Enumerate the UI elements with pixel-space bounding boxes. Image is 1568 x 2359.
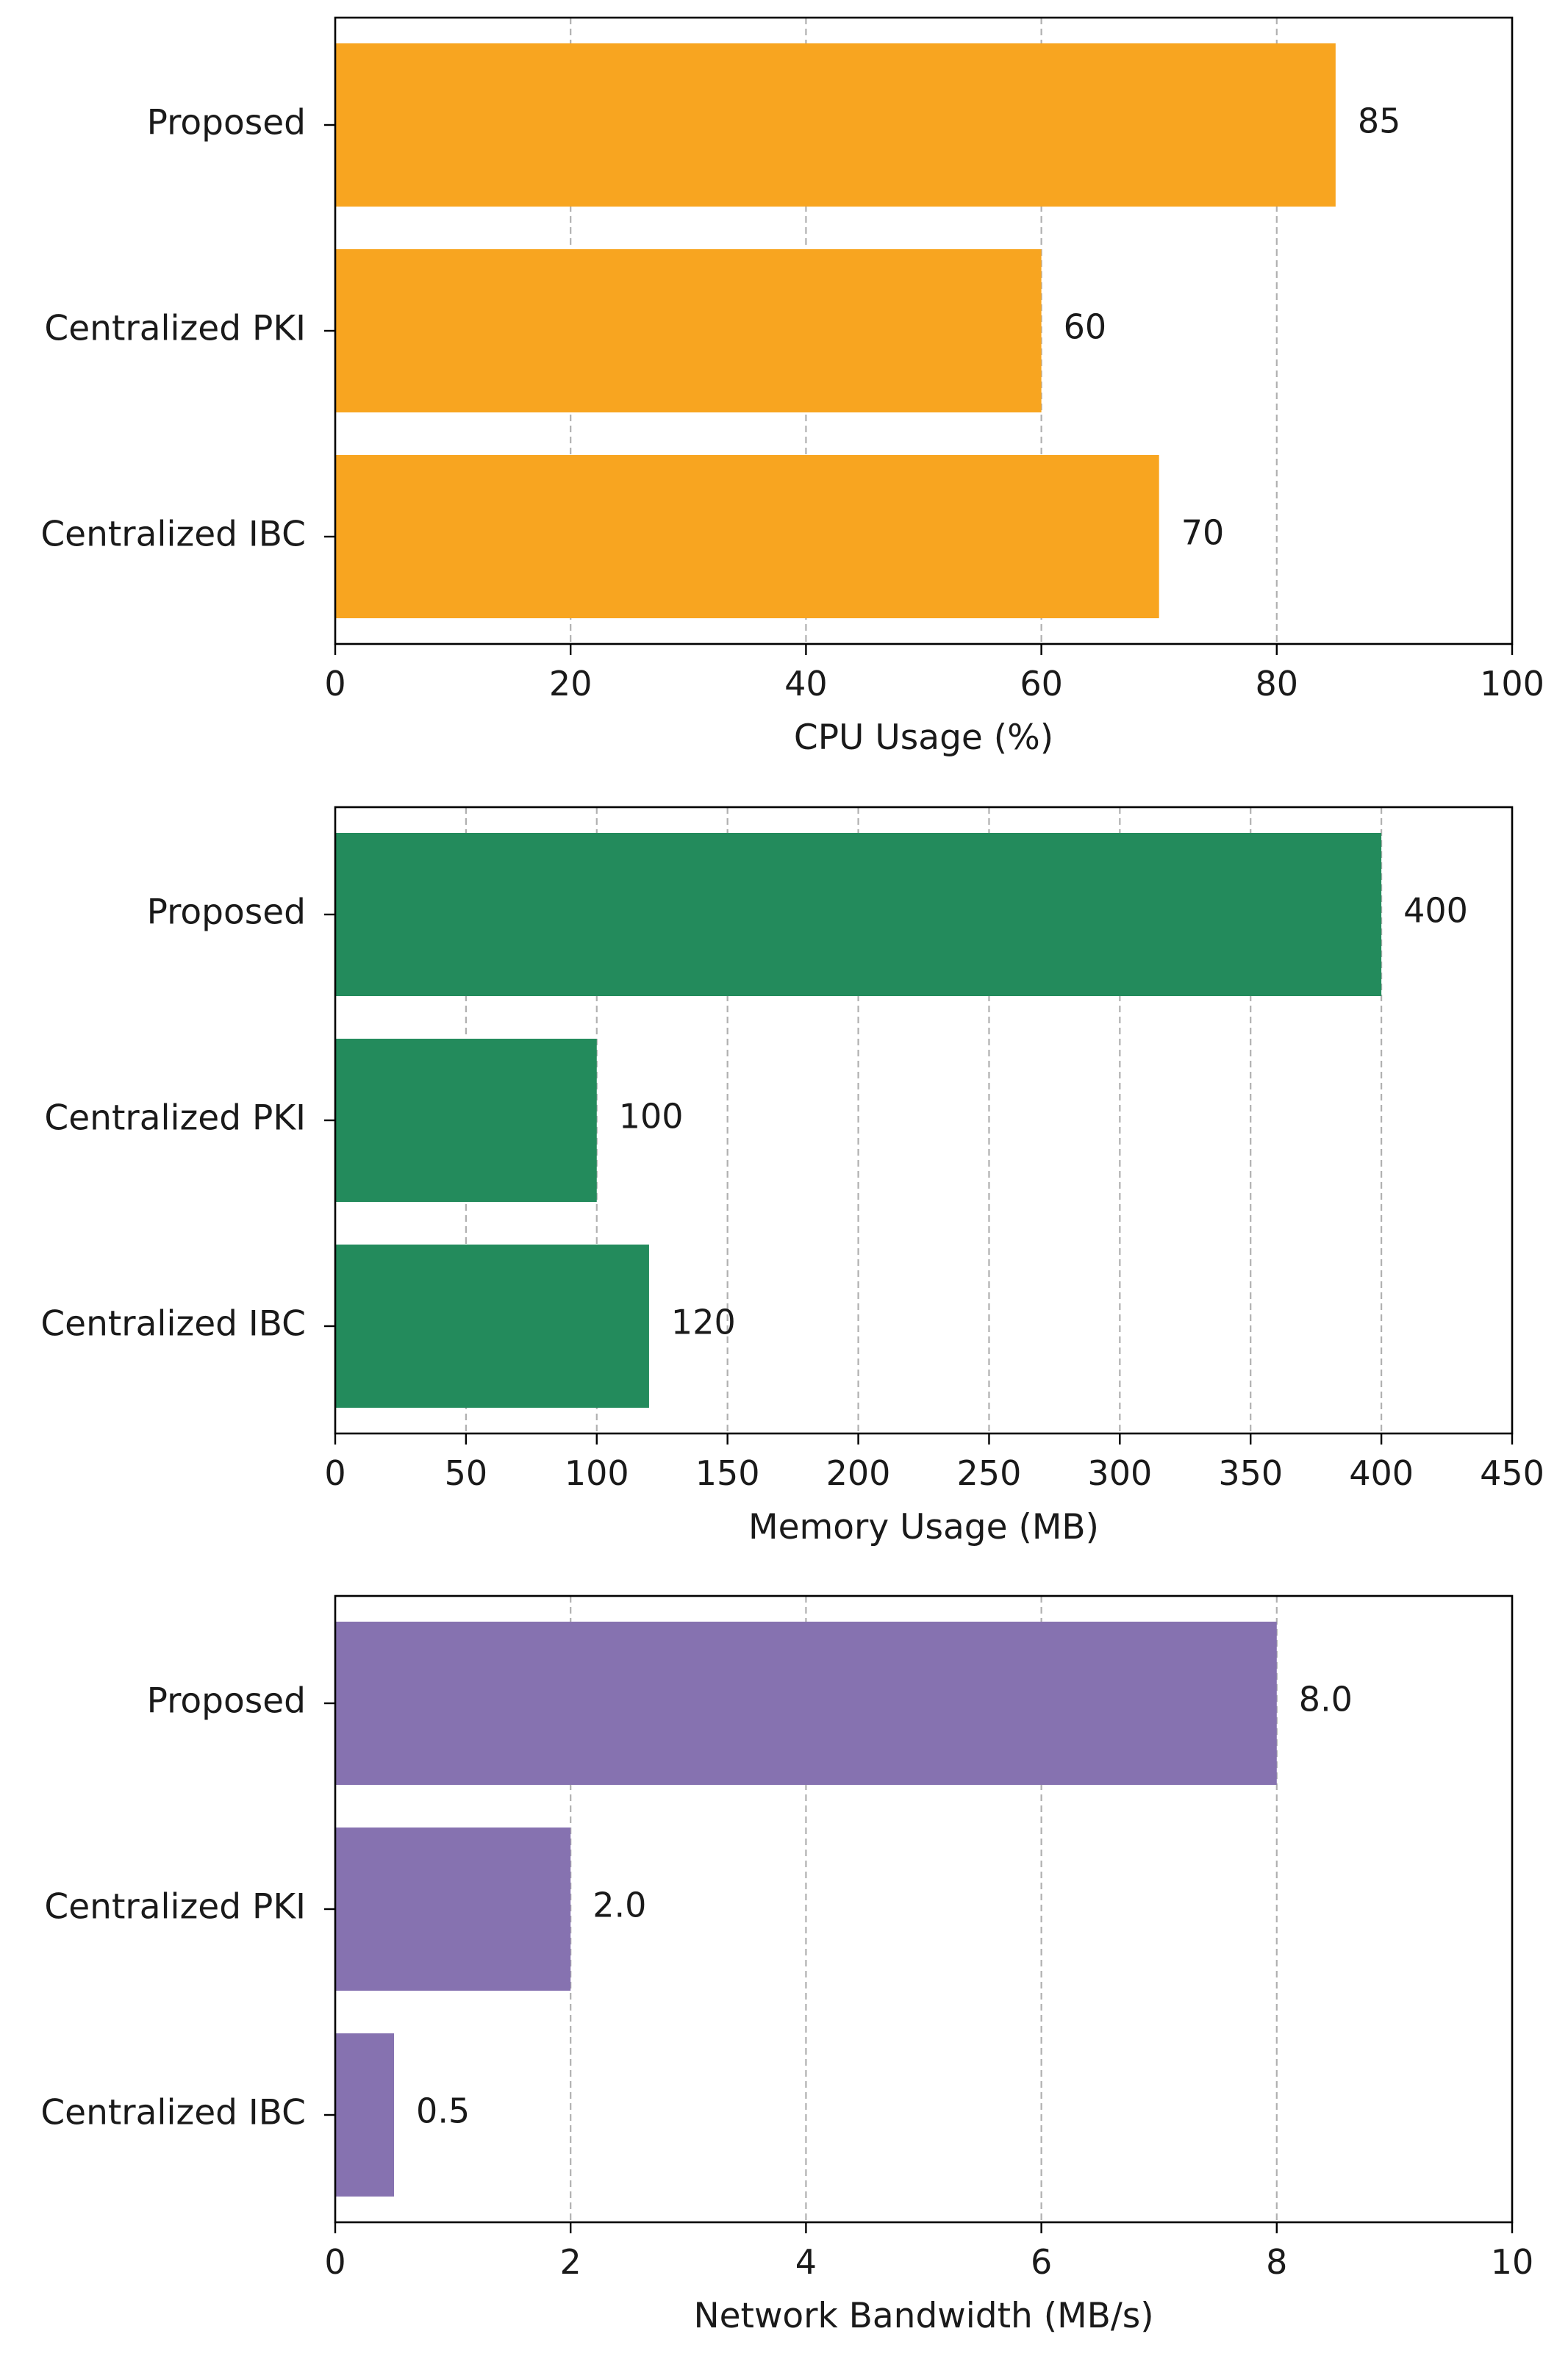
bar-proposed bbox=[335, 43, 1336, 207]
category-label: Centralized IBC bbox=[40, 2093, 306, 2133]
x-tick-label: 100 bbox=[1480, 664, 1544, 704]
x-tick-label: 450 bbox=[1480, 1453, 1544, 1493]
chart-panel-2: 400 100 120 0 50 100 150 200 250 300 350 400 450 Prop… bbox=[40, 806, 1544, 1547]
x-tick-label: 0 bbox=[324, 2242, 346, 2282]
x-axis-title: Network Bandwidth (MB/s) bbox=[693, 2296, 1153, 2336]
bar-value-label: 400 bbox=[1403, 891, 1468, 931]
x-tick-label: 2 bbox=[560, 2242, 581, 2282]
x-tick-label: 150 bbox=[695, 1453, 760, 1493]
x-tick-label: 200 bbox=[826, 1453, 891, 1493]
bar-centralized-pki bbox=[335, 1039, 597, 1202]
x-tick-label: 100 bbox=[565, 1453, 629, 1493]
bar-proposed bbox=[335, 833, 1382, 996]
bar-centralized-ibc bbox=[335, 1245, 649, 1408]
x-axis-title: CPU Usage (%) bbox=[794, 717, 1053, 758]
x-tick-label: 400 bbox=[1349, 1453, 1414, 1493]
bar-value-label: 70 bbox=[1181, 513, 1225, 553]
bar-centralized-pki bbox=[335, 1828, 571, 1991]
x-tick-label: 80 bbox=[1256, 664, 1299, 704]
chart-panel-1: 85 60 70 0 20 40 60 80 100 Proposed Centralized PK… bbox=[40, 16, 1544, 758]
x-tick-label: 50 bbox=[445, 1453, 488, 1493]
bar-proposed bbox=[335, 1622, 1277, 1785]
x-tick-label: 0 bbox=[324, 664, 346, 704]
bar-value-label: 85 bbox=[1358, 101, 1401, 141]
bar-value-label: 8.0 bbox=[1299, 1680, 1353, 1719]
chart-panel-3: 8.0 2.0 0.5 0 2 4 6 8 10 Proposed Centralized PKI C… bbox=[40, 1594, 1534, 2336]
category-label: Proposed bbox=[147, 892, 306, 933]
category-label: Centralized IBC bbox=[40, 1304, 306, 1345]
x-tick-label: 40 bbox=[784, 664, 828, 704]
bar-value-label: 60 bbox=[1064, 307, 1107, 347]
bar-value-label: 120 bbox=[671, 1303, 736, 1342]
category-label: Centralized PKI bbox=[44, 1098, 306, 1139]
x-tick-label: 60 bbox=[1020, 664, 1063, 704]
x-tick-label: 10 bbox=[1491, 2242, 1534, 2282]
bar-centralized-ibc bbox=[335, 455, 1159, 618]
x-tick-label: 6 bbox=[1031, 2242, 1052, 2282]
x-tick-label: 0 bbox=[324, 1453, 346, 1493]
x-tick-label: 350 bbox=[1218, 1453, 1283, 1493]
category-label: Proposed bbox=[147, 103, 306, 143]
category-label: Centralized PKI bbox=[44, 309, 306, 349]
x-tick-label: 300 bbox=[1087, 1453, 1152, 1493]
bar-value-label: 100 bbox=[619, 1097, 684, 1136]
x-tick-label: 8 bbox=[1266, 2242, 1287, 2282]
x-axis-title: Memory Usage (MB) bbox=[748, 1507, 1099, 1547]
bar-centralized-pki bbox=[335, 249, 1042, 412]
bar-value-label: 2.0 bbox=[593, 1886, 646, 1925]
bar-centralized-ibc bbox=[335, 2033, 395, 2197]
bar-value-label: 0.5 bbox=[416, 2091, 470, 2131]
x-tick-label: 250 bbox=[957, 1453, 1022, 1493]
x-tick-label: 4 bbox=[795, 2242, 817, 2282]
category-label: Proposed bbox=[147, 1681, 306, 1722]
x-tick-label: 20 bbox=[549, 664, 593, 704]
category-label: Centralized IBC bbox=[40, 515, 306, 555]
category-label: Centralized PKI bbox=[44, 1887, 306, 1927]
